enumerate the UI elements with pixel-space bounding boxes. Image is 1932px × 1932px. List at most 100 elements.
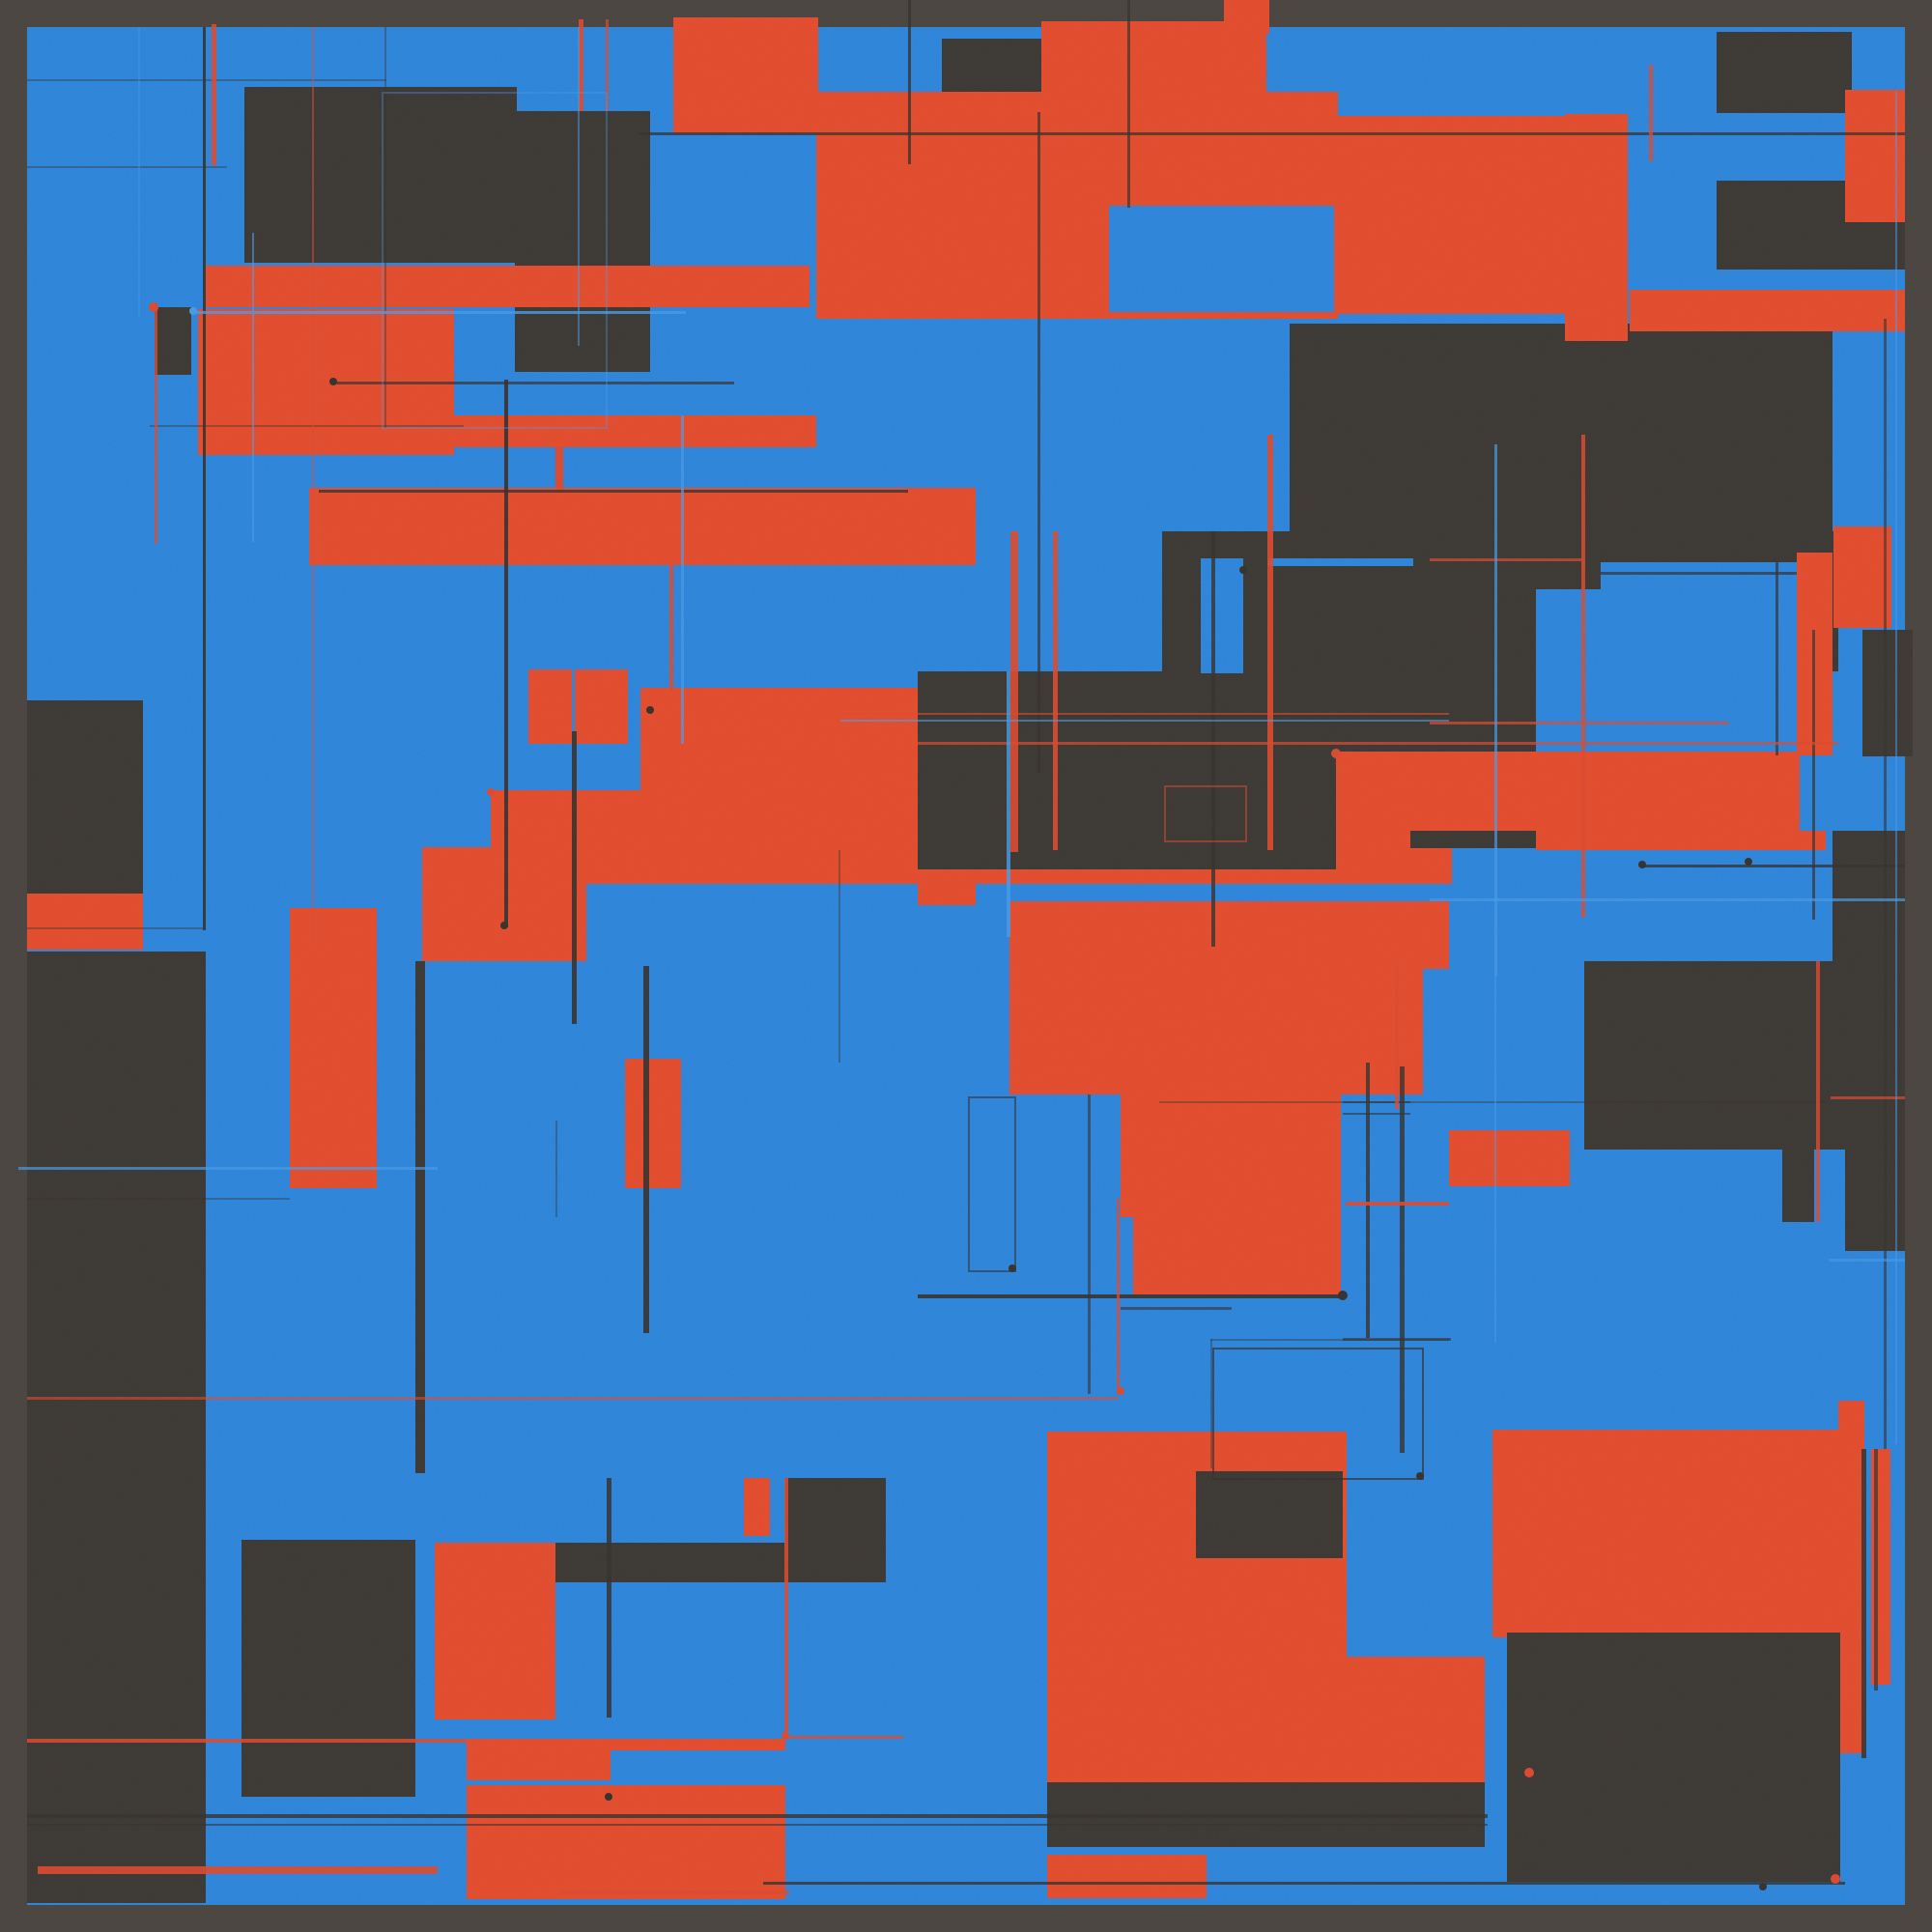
grid-line: [1494, 444, 1497, 976]
endpoint-dot: [605, 1793, 612, 1801]
grid-line: [1776, 562, 1778, 755]
color-rect: [1410, 831, 1536, 848]
grid-line: [1211, 531, 1215, 947]
grid-line: [1267, 435, 1273, 850]
grid-line: [1430, 722, 1729, 724]
color-rect: [1109, 206, 1334, 312]
color-rect: [309, 488, 976, 565]
color-rect: [1047, 1657, 1485, 1782]
grid-line: [27, 1198, 290, 1200]
grid-line: [1366, 1063, 1370, 1338]
outline-rect: [1212, 1348, 1424, 1480]
endpoint-dot: [1416, 1472, 1424, 1480]
grid-line: [504, 380, 508, 927]
color-rect: [1565, 114, 1628, 341]
color-rect: [625, 1059, 681, 1188]
grid-line: [669, 565, 673, 691]
color-rect: [1449, 1130, 1570, 1186]
endpoint-dot: [1331, 749, 1341, 758]
color-rect: [528, 669, 572, 744]
grid-line: [1159, 1101, 1826, 1103]
grid-line: [1861, 1449, 1866, 1758]
color-rect: [1041, 21, 1266, 205]
endpoint-dot: [781, 1732, 789, 1740]
grid-line: [1884, 319, 1887, 1449]
grid-line: [1812, 630, 1815, 920]
color-rect: [1009, 969, 1423, 1094]
grid-line: [763, 1882, 1845, 1885]
grid-line: [840, 713, 1449, 715]
color-rect: [435, 1543, 555, 1719]
color-rect: [673, 17, 818, 133]
grid-line: [1053, 531, 1058, 850]
grid-line: [1430, 558, 1581, 561]
grid-line: [1343, 1101, 1410, 1103]
grid-line: [918, 1294, 1345, 1298]
grid-line: [572, 731, 577, 1024]
grid-line: [138, 27, 140, 317]
grid-line: [27, 166, 227, 168]
color-rect: [290, 908, 377, 1188]
color-rect: [785, 1478, 886, 1582]
grid-line: [638, 132, 1905, 135]
endpoint-dot: [1239, 566, 1247, 574]
color-rect: [27, 700, 143, 894]
grid-line: [319, 490, 908, 493]
grid-line: [681, 415, 684, 744]
grid-line: [918, 715, 1449, 717]
color-rect: [918, 872, 976, 905]
grid-line: [27, 1824, 1488, 1826]
color-rect: [1290, 324, 1833, 551]
endpoint-dot: [1338, 1291, 1348, 1300]
color-rect: [27, 952, 206, 1903]
grid-line: [1007, 671, 1010, 937]
grid-line: [1494, 976, 1496, 1343]
grid-line: [838, 850, 840, 1063]
grid-line: [1395, 966, 1399, 1109]
color-rect: [155, 307, 191, 375]
endpoint-dot: [329, 378, 337, 385]
grid-line: [1010, 531, 1018, 852]
grid-line: [785, 1736, 903, 1739]
grid-line: [27, 1814, 1488, 1818]
grid-line: [1037, 112, 1040, 773]
grid-line: [1816, 961, 1820, 1222]
grid-line: [38, 1866, 438, 1874]
grid-line: [312, 27, 314, 942]
grid-line: [918, 742, 1838, 745]
endpoint-dot: [1745, 858, 1752, 866]
grid-line: [607, 1478, 611, 1718]
color-rect: [575, 669, 628, 744]
outline-rect: [968, 1096, 1016, 1272]
color-rect: [467, 1785, 785, 1899]
color-rect: [1047, 1855, 1207, 1898]
color-rect: [1862, 630, 1913, 756]
color-rect: [1507, 1633, 1840, 1882]
color-rect: [1268, 558, 1413, 566]
grid-line: [27, 79, 386, 81]
color-rect: [242, 1540, 415, 1797]
endpoint-dot: [1524, 1768, 1534, 1777]
grid-line: [1649, 65, 1653, 161]
grid-line: [1127, 0, 1130, 208]
grid-line: [560, 1890, 789, 1894]
grid-line: [555, 447, 563, 490]
color-rect: [1224, 0, 1269, 34]
grid-line: [1210, 1339, 1449, 1341]
grid-line: [1343, 1113, 1410, 1115]
color-rect: [1833, 526, 1891, 628]
color-rect: [1536, 831, 1826, 850]
grid-line: [212, 24, 216, 165]
color-rect: [1492, 1430, 1840, 1637]
endpoint-dot: [189, 307, 197, 315]
endpoint-dot: [1638, 861, 1646, 868]
grid-line: [1874, 1449, 1878, 1690]
endpoint-dot: [1759, 1883, 1767, 1890]
endpoint-dot: [1831, 1874, 1840, 1884]
grid-line: [18, 1167, 438, 1170]
grid-line: [1831, 1096, 1905, 1099]
color-rect: [744, 1478, 770, 1536]
grid-line: [1121, 1307, 1232, 1310]
endpoint-dot: [646, 706, 654, 714]
